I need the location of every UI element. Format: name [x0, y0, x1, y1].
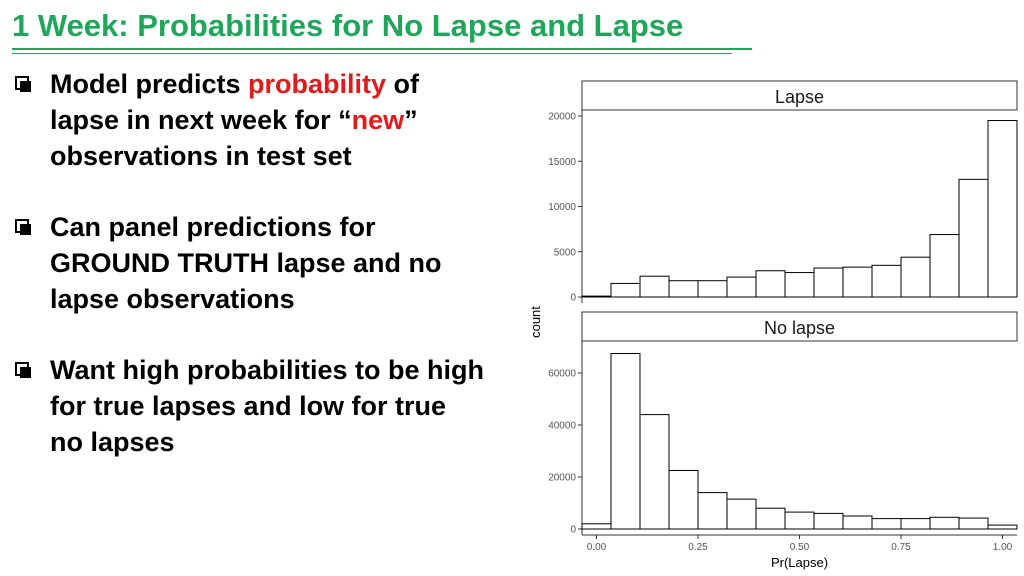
panel-1-bar-2 [639, 275, 670, 298]
panel-2-bar-10 [871, 518, 902, 530]
panel-1-y-tick-label-3: 15000 [548, 157, 576, 168]
panel-2-bar-6 [755, 507, 786, 530]
panel-2-bar-11 [900, 518, 931, 530]
panel-2-y-tick-label-2: 40000 [548, 421, 576, 432]
panel-2-y-tick-label-0: 0 [570, 525, 576, 536]
panel-2-strip-label: No lapse [764, 318, 835, 338]
panel-1-bar-7 [784, 272, 815, 298]
checkbox-bullet-icon [15, 219, 31, 235]
panel-1-bar-0 [581, 295, 612, 298]
panel-1-bar-4 [697, 280, 728, 298]
x-axis-title: Pr(Lapse) [771, 555, 828, 570]
panel-1-y-tick-label-4: 20000 [548, 112, 576, 123]
panel-2-bar-5 [726, 498, 757, 530]
bullet-1-pre: Model predicts [50, 69, 249, 99]
checkbox-bullet-icon [15, 76, 31, 92]
panel-1-y-tick-label-1: 5000 [554, 247, 577, 258]
panel-2-bar-12 [929, 516, 960, 530]
panel-1-strip [581, 80, 1018, 111]
panel-1-bar-13 [958, 178, 989, 298]
panel-2-bar-4 [697, 492, 728, 530]
title-underline [12, 48, 752, 50]
panel-2-bar-2 [639, 414, 670, 530]
panel-2-bar-7 [784, 511, 815, 530]
panel-2-bar-1 [610, 353, 641, 530]
panel-1-bar-6 [755, 270, 786, 298]
checkbox-bullet-icon [15, 362, 31, 378]
panel-1-bar-1 [610, 282, 641, 298]
panel-2-bar-0 [581, 523, 612, 530]
panel-1-bar-9 [842, 266, 873, 298]
panel-1-bar-14 [987, 120, 1018, 298]
bullet-3-text: Want high probabilities to be high for t… [50, 355, 484, 457]
bullet-1-highlight-probability: probability [248, 69, 387, 99]
bullet-item-3: Want high probabilities to be high for t… [14, 352, 484, 460]
panel-1-y-tick-label-0: 0 [570, 293, 576, 304]
panel-2-bar-13 [958, 517, 989, 530]
panel-2-bar-9 [842, 515, 873, 530]
title-underline-thin [12, 53, 732, 54]
x-tick-label-0: 0.00 [587, 542, 607, 553]
panel-1-bar-11 [900, 256, 931, 298]
bullet-1-post: ” observations in test set [50, 105, 418, 171]
panel-2-y-tick-label-1: 20000 [548, 473, 576, 484]
x-tick-label-1: 0.25 [688, 542, 708, 553]
panel-2-bar-3 [668, 470, 699, 530]
panel-1-bar-10 [871, 264, 902, 298]
panel-1-y-tick-label-2: 10000 [548, 202, 576, 213]
panel-1-bar-5 [726, 276, 757, 298]
y-axis-title: count [528, 306, 543, 338]
slide-title: 1 Week: Probabilities for No Lapse and L… [12, 8, 684, 43]
bullet-1-highlight-new: new [351, 105, 405, 135]
panel-2-bar-8 [813, 512, 844, 530]
panel-2-strip [581, 311, 1018, 342]
bullet-list: Model predicts probability of lapse in n… [14, 66, 484, 495]
panel-2-bar-14 [987, 524, 1018, 530]
bullet-1-mid: of lapse in next week for “ [50, 69, 420, 135]
bullet-2-text: Can panel predictions for GROUND TRUTH l… [50, 212, 442, 314]
panel-2-y-tick-label-3: 60000 [548, 369, 576, 380]
panel-1-bar-3 [668, 280, 699, 298]
panel-1-bar-12 [929, 234, 960, 298]
bullet-item-1: Model predicts probability of lapse in n… [14, 66, 484, 174]
bullet-item-2: Can panel predictions for GROUND TRUTH l… [14, 209, 484, 317]
x-tick-label-2: 0.50 [790, 542, 810, 553]
x-tick-label-3: 0.75 [891, 542, 911, 553]
panel-1-strip-label: Lapse [775, 87, 824, 107]
x-tick-label-4: 1.00 [993, 542, 1013, 553]
panel-1-bar-8 [813, 267, 844, 298]
